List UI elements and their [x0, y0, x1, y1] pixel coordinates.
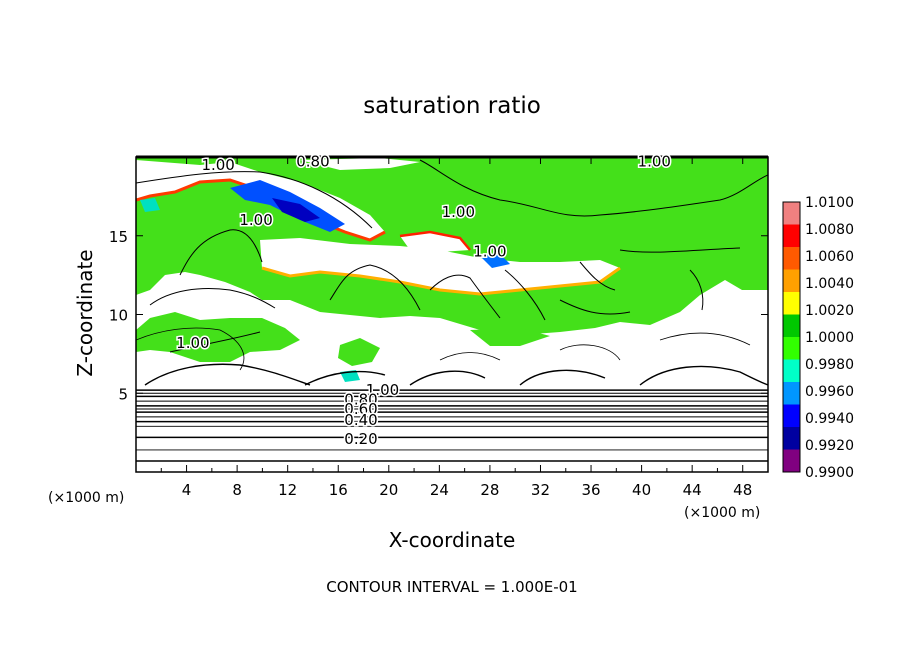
contour-label: 1.00 — [473, 243, 506, 261]
y-tick-label: 10 — [109, 307, 128, 325]
color-bar-label: 0.9920 — [805, 438, 854, 454]
color-bar-swatch — [783, 292, 800, 315]
plot-area — [136, 157, 768, 472]
color-bar-swatch — [783, 202, 800, 225]
color-bar-label: 1.0060 — [805, 249, 854, 265]
color-bar-label: 1.0080 — [805, 222, 854, 238]
field-region-green-left — [136, 312, 300, 362]
y-axis-title: Z-coordinate — [73, 249, 97, 376]
field-region-green-mid — [470, 328, 550, 346]
color-bar-label: 1.0100 — [805, 195, 854, 211]
color-bar-label: 0.9980 — [805, 357, 854, 373]
color-bar-swatch — [783, 427, 800, 450]
field-edge-orange-1 — [261, 266, 621, 296]
irregular-contours — [136, 159, 768, 353]
field-region-white-band — [260, 238, 620, 294]
color-bar-swatch — [783, 382, 800, 405]
field-region-white-top-strip — [300, 158, 420, 170]
contour-label: 1.00 — [239, 211, 272, 229]
contour-label: 0.80 — [344, 391, 377, 409]
color-bar-swatch — [783, 449, 800, 473]
x-tick-label: 4 — [182, 481, 192, 499]
color-bar-label: 1.0000 — [805, 330, 854, 346]
y-axis: 5 10 15 — [109, 228, 768, 403]
lower-wave-thin-contours — [136, 327, 751, 371]
contour-label: 1.00 — [366, 381, 399, 399]
color-bar-label: 0.9960 — [805, 384, 854, 400]
color-bar-swatch — [783, 337, 800, 360]
x-tick-label: 16 — [329, 481, 348, 499]
y-tick-label: 5 — [118, 385, 128, 403]
color-bar-swatch — [783, 359, 800, 383]
x-tick-label: 32 — [531, 481, 550, 499]
x-tick-label: 20 — [379, 481, 398, 499]
x-axis-title: X-coordinate — [389, 528, 516, 552]
x-tick-label: 12 — [278, 481, 297, 499]
x-unit-right: (×1000 m) — [684, 505, 760, 521]
color-bar-swatch — [783, 314, 800, 338]
x-tick-label: 36 — [581, 481, 600, 499]
x-tick-label: 48 — [733, 481, 752, 499]
x-tick-label: 8 — [232, 481, 242, 499]
contour-label: 0.80 — [296, 153, 329, 171]
field-pocket-navy-1 — [272, 198, 320, 222]
x-tick-label: 28 — [480, 481, 499, 499]
contour-labels: 1.00 0.80 1.001.00 1.001.001.001.000.800.60… — [175, 151, 673, 449]
field-edge-red-2 — [399, 230, 471, 251]
y-tick-label: 15 — [109, 228, 128, 246]
color-bar-label: 1.0020 — [805, 303, 854, 319]
contour-label: 0.20 — [344, 430, 377, 448]
color-bar-swatch — [783, 247, 800, 270]
field-region-green-center — [338, 338, 380, 366]
color-bar-swatch — [783, 224, 800, 248]
x-unit-left: (×1000 m) — [48, 490, 124, 506]
contour-label: 0.60 — [344, 400, 377, 418]
color-bar-label: 0.9900 — [805, 465, 854, 481]
chart-title: saturation ratio — [363, 93, 541, 119]
field-region-white-lower — [136, 385, 768, 472]
color-bar-swatch — [783, 269, 800, 293]
x-tick-label: 44 — [683, 481, 702, 499]
contour-interval-note: CONTOUR INTERVAL = 1.000E-01 — [326, 578, 577, 596]
field-pocket-cyan-1 — [140, 198, 160, 212]
contour-label: 1.00 — [176, 334, 209, 352]
contour-label: 1.00 — [201, 156, 234, 174]
contour-label: 0.40 — [344, 411, 377, 429]
color-bar-label: 0.9940 — [805, 411, 854, 427]
horizontal-contours — [136, 389, 768, 462]
contour-label: 1.00 — [442, 203, 475, 221]
color-bar: 1.0100 1.0080 1.0060 1.0040 1.0020 1.0000 0.99… — [782, 195, 854, 481]
x-axis: 4 8 12 16 20 24 28 32 36 40 44 48 — [160, 157, 752, 499]
lower-wave-contours — [144, 363, 768, 386]
color-bar-frame — [782, 201, 801, 473]
color-bar-swatch — [783, 404, 800, 428]
field-pocket-blue-2 — [480, 254, 510, 268]
contour-label: 1.00 — [638, 153, 671, 171]
color-bar-label: 1.0040 — [805, 276, 854, 292]
x-tick-label: 40 — [632, 481, 651, 499]
x-tick-label: 24 — [430, 481, 449, 499]
